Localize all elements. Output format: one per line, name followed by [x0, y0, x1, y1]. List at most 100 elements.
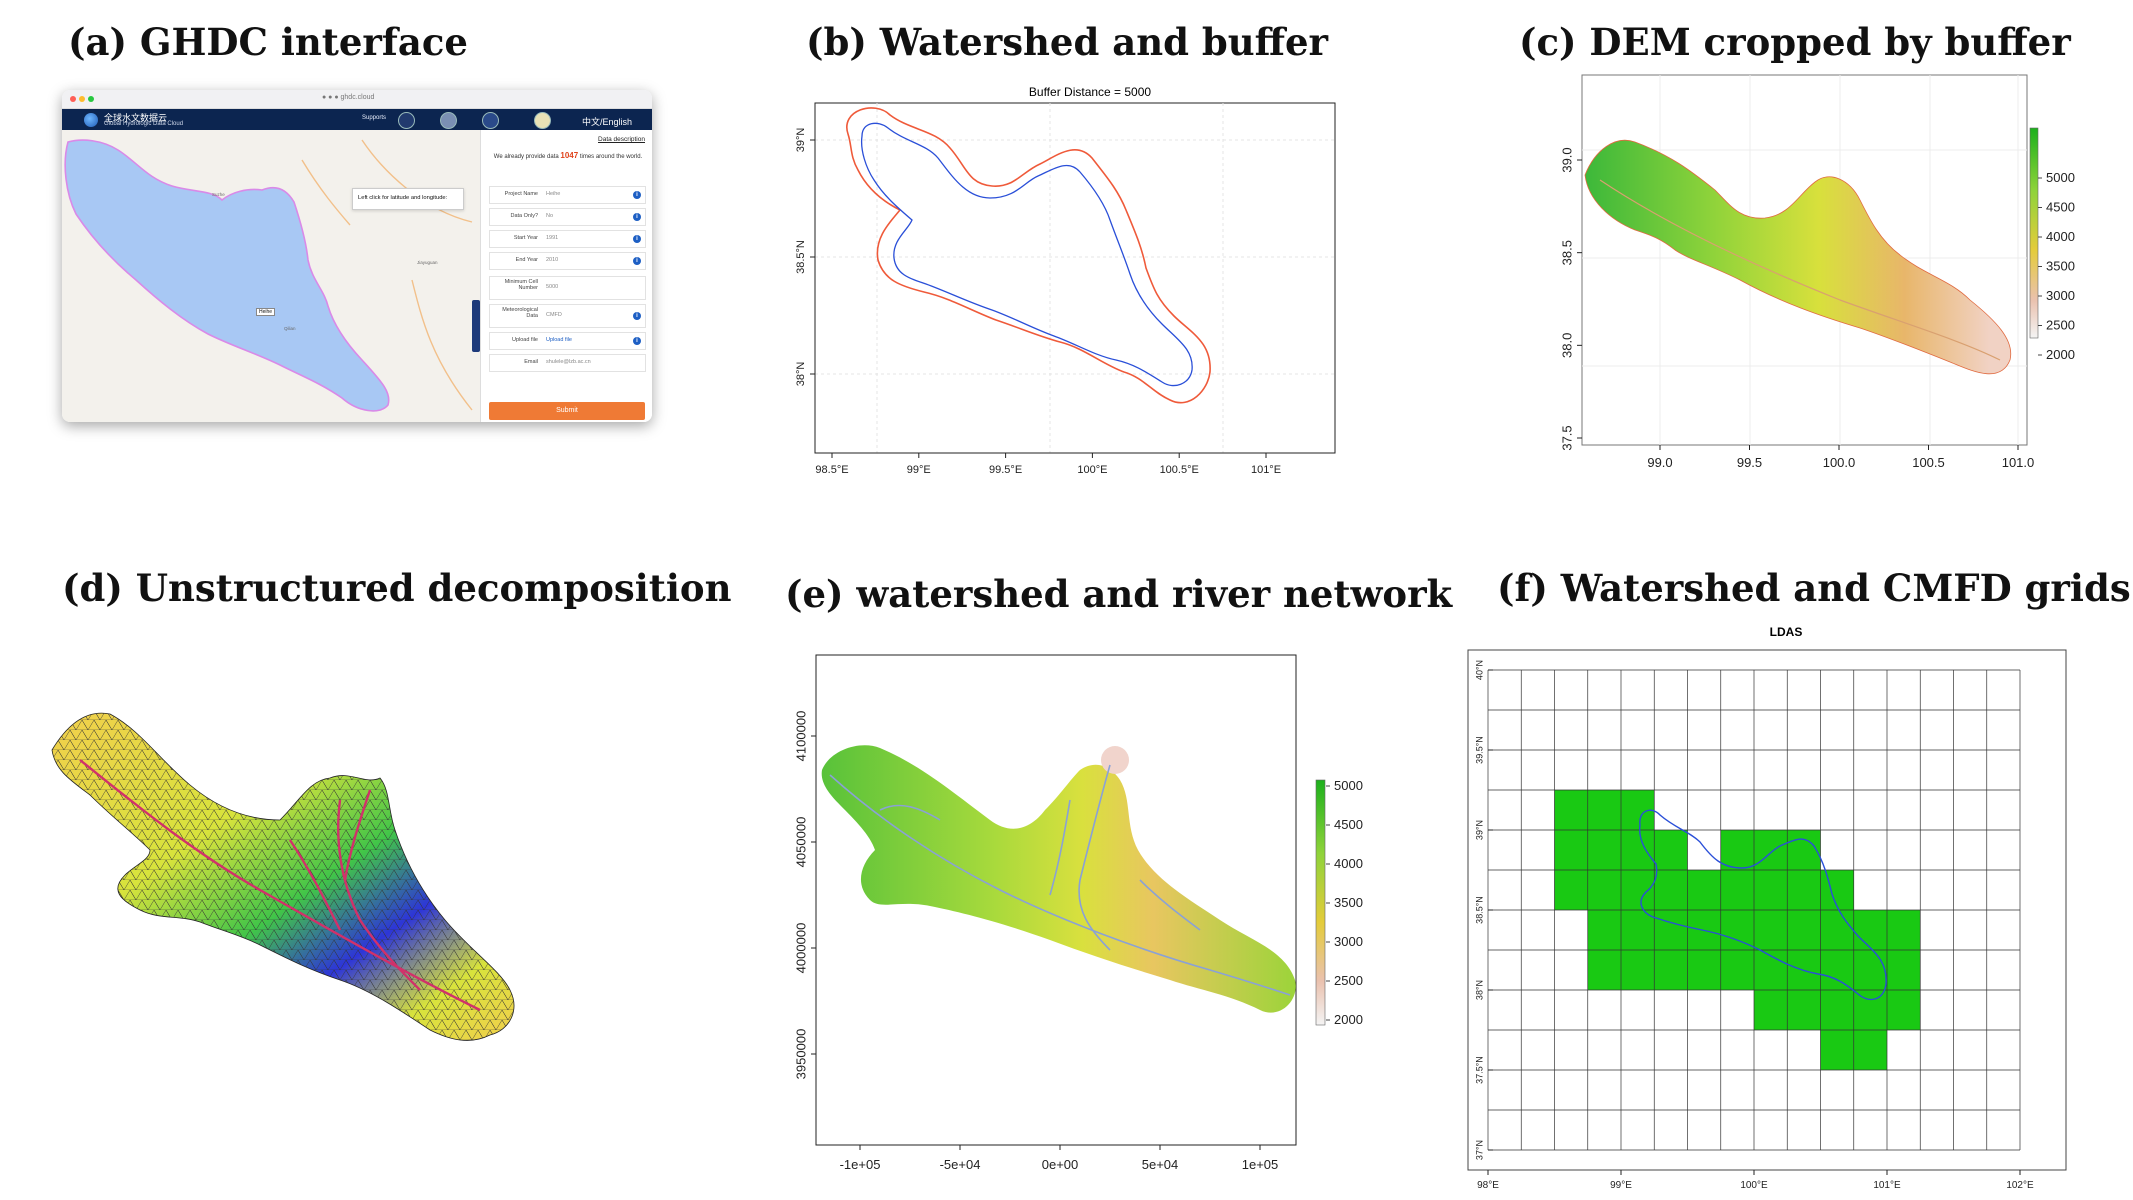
- chart-b-y-tick: 38.5°N: [795, 240, 807, 274]
- cmfd-cell: [1887, 910, 1921, 950]
- cmfd-cell: [1554, 870, 1588, 910]
- supporter-logo-icon: [440, 112, 457, 129]
- cmfd-cell: [1853, 990, 1887, 1030]
- chart-b-x-tick: 98.5°E: [815, 464, 848, 476]
- chart-e-x-tick: 0e+00: [1042, 1157, 1079, 1172]
- supports-label: Supports: [362, 115, 387, 121]
- start-year-field[interactable]: Start Year 1991 i: [489, 230, 646, 248]
- chart-f-x-tick: 100°E: [1740, 1180, 1768, 1191]
- chart-c-legend-label: 4000: [2046, 229, 2075, 244]
- cmfd-cell: [1754, 990, 1788, 1030]
- chart-e-legend-label: 2500: [1334, 973, 1363, 988]
- chart-b-x-tick: 99.5°E: [989, 464, 1022, 476]
- min-cell-number-field[interactable]: Minimum Cell Number 5000: [489, 276, 646, 300]
- ghdc-logo-icon: [84, 113, 98, 127]
- upload-file-field[interactable]: Upload file Upload file i: [489, 332, 646, 350]
- project-name-field[interactable]: Project Name Heihe i: [489, 186, 646, 204]
- supporter-logo-icon: [534, 112, 551, 129]
- submit-button[interactable]: Submit: [489, 402, 645, 420]
- supporter-logo-icon: [482, 112, 499, 129]
- upload-file-button[interactable]: Upload file: [546, 337, 572, 343]
- map-place-label: Suzhe: [212, 192, 225, 197]
- chart-c-legend-bar: [2029, 127, 2039, 339]
- data-only-select[interactable]: Data Only? No i: [489, 208, 646, 226]
- collapse-panel-button[interactable]: [472, 300, 480, 352]
- panel-f-title: (f) Watershed and CMFD grids: [1497, 566, 2131, 610]
- chart-e: 5000 4500 4000 3500 3000 2500 2000 -1e+05 -5e+0…: [793, 654, 1363, 1172]
- chart-f-y-tick: 40°N: [1474, 660, 1484, 680]
- buffer-outline: [846, 107, 1211, 404]
- chart-e-y-tick: 4050000: [793, 817, 808, 868]
- cmfd-cell: [1887, 950, 1921, 990]
- mesh-triangles: [52, 713, 514, 1041]
- email-field[interactable]: Email shulele@lzb.ac.cn: [489, 354, 646, 372]
- chart-c-x-tick: 99.0: [1647, 455, 1672, 470]
- cmfd-cell: [1654, 830, 1688, 870]
- chart-b: Buffer Distance = 5000 98.5°E 99°E 99.5°E 1…: [795, 85, 1336, 476]
- ghdc-header: 全球水文数据云 Global Hydrologic Data Cloud Sup…: [62, 109, 652, 131]
- meteorological-data-select[interactable]: Meteorological Data CMFD i: [489, 304, 646, 328]
- chart-e-legend-label: 5000: [1334, 778, 1363, 793]
- cmfd-cell: [1654, 910, 1688, 950]
- chart-c-x-ticks: 99.0 99.5 100.0 100.5 101.0: [1647, 445, 2034, 470]
- data-description-link[interactable]: Data description: [598, 136, 645, 143]
- chart-b-y-ticks: 38°N 38.5°N 39°N: [795, 128, 815, 386]
- chart-f-y-ticks: 37°N 37.5°N 38°N 38.5°N 39°N 39.5°N 40°N: [1474, 660, 1493, 1160]
- chart-c-legend-label: 2000: [2046, 347, 2075, 362]
- info-icon[interactable]: i: [633, 213, 641, 221]
- cmfd-cell: [1554, 830, 1588, 870]
- chart-b-x-tick: 101°E: [1251, 464, 1281, 476]
- chart-c-x-tick: 99.5: [1737, 455, 1762, 470]
- chart-e-y-tick: 4000000: [793, 923, 808, 974]
- cmfd-cell: [1654, 950, 1688, 990]
- chart-c-y-tick: 37.5: [1559, 425, 1574, 450]
- info-icon[interactable]: i: [633, 257, 641, 265]
- map-place-label: Jiayuguan: [417, 260, 438, 265]
- end-year-field[interactable]: End Year 2010 i: [489, 252, 646, 270]
- close-window-icon[interactable]: [70, 96, 76, 102]
- cmfd-cell: [1621, 830, 1655, 870]
- ghdc-screenshot: ● ● ● ghdc.cloud 全球水文数据云 Global Hydrolog…: [62, 90, 652, 422]
- chart-e-y-ticks: 3950000 4000000 4050000 4100000: [793, 711, 816, 1079]
- cmfd-cell: [1754, 910, 1788, 950]
- chart-b-title: Buffer Distance = 5000: [1029, 85, 1152, 99]
- cmfd-cell: [1754, 950, 1788, 990]
- chart-e-x-tick: -5e+04: [940, 1157, 981, 1172]
- chart-f-y-tick: 37°N: [1474, 1140, 1484, 1160]
- cmfd-cells: [1554, 790, 1921, 1070]
- chart-f-x-tick: 99°E: [1610, 1180, 1632, 1191]
- chart-e-legend-label: 4500: [1334, 817, 1363, 832]
- cmfd-cell: [1820, 870, 1854, 910]
- chart-e-x-tick: -1e+05: [840, 1157, 881, 1172]
- chart-f-y-tick: 37.5°N: [1474, 1056, 1484, 1084]
- chart-e-legend-label: 2000: [1334, 1012, 1363, 1027]
- chart-c-legend-labels: 5000 4500 4000 3500 3000 2500 2000: [2038, 170, 2075, 362]
- basin-pin-label[interactable]: Heihe: [256, 308, 276, 316]
- dem-raster: [1584, 140, 2012, 375]
- river-network-e: [829, 764, 1291, 996]
- info-icon[interactable]: i: [633, 312, 641, 320]
- cmfd-cell: [1887, 990, 1921, 1030]
- chart-f-x-tick: 102°E: [2006, 1180, 2034, 1191]
- basin-map[interactable]: Suzhe Qilian Jiayuguan Heihe Left click …: [62, 130, 480, 422]
- cmfd-cell: [1820, 950, 1854, 990]
- chart-f-y-tick: 38.5°N: [1474, 896, 1484, 924]
- minimize-window-icon[interactable]: [79, 96, 85, 102]
- dem-raster-e: [821, 745, 1296, 1013]
- chart-c-legend-label: 4500: [2046, 200, 2075, 215]
- info-icon[interactable]: i: [633, 235, 641, 243]
- address-bar[interactable]: ● ● ● ghdc.cloud: [322, 94, 375, 101]
- chart-c-legend-label: 3000: [2046, 288, 2075, 303]
- chart-c-y-ticks: 37.5 38.0 38.5 39.0: [1559, 147, 1582, 451]
- maximize-window-icon[interactable]: [88, 96, 94, 102]
- chart-c-x-tick: 101.0: [2002, 455, 2035, 470]
- cmfd-cell: [1720, 830, 1754, 870]
- cmfd-grid: [1487, 669, 2021, 1151]
- info-icon[interactable]: i: [633, 191, 641, 199]
- info-icon[interactable]: i: [633, 337, 641, 345]
- chart-b-gridlines: [815, 103, 1335, 453]
- language-switch[interactable]: 中文/English: [581, 117, 632, 127]
- chart-b-x-tick: 100°E: [1077, 464, 1107, 476]
- browser-chrome: ● ● ● ghdc.cloud: [62, 90, 652, 109]
- usage-note: We already provide data 1047 times aroun…: [493, 151, 643, 160]
